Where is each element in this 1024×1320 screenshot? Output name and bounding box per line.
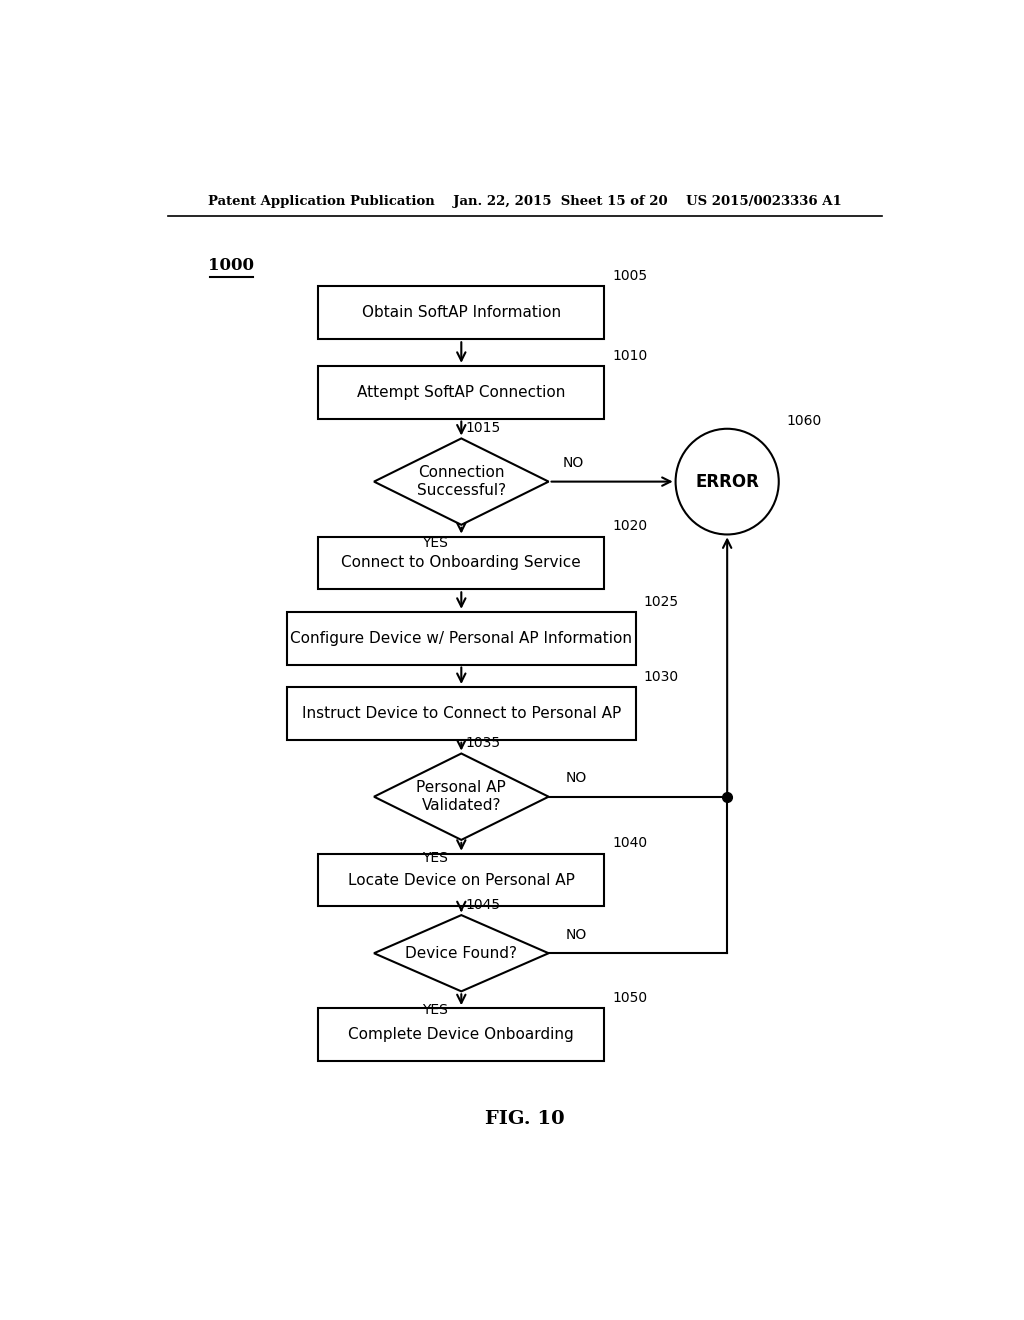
Text: 1025: 1025 — [644, 594, 679, 609]
Text: YES: YES — [422, 851, 447, 865]
Text: Attempt SoftAP Connection: Attempt SoftAP Connection — [357, 384, 565, 400]
Text: Instruct Device to Connect to Personal AP: Instruct Device to Connect to Personal A… — [302, 706, 621, 721]
Text: ERROR: ERROR — [695, 473, 759, 491]
Text: Obtain SoftAP Information: Obtain SoftAP Information — [361, 305, 561, 321]
Text: Configure Device w/ Personal AP Information: Configure Device w/ Personal AP Informat… — [291, 631, 632, 645]
Text: 1060: 1060 — [786, 413, 822, 428]
Polygon shape — [374, 438, 549, 525]
Text: 1030: 1030 — [644, 669, 679, 684]
Text: 1020: 1020 — [612, 519, 647, 533]
Text: NO: NO — [566, 771, 588, 785]
Text: Complete Device Onboarding: Complete Device Onboarding — [348, 1027, 574, 1041]
Text: 1050: 1050 — [612, 991, 647, 1005]
FancyBboxPatch shape — [318, 1008, 604, 1061]
Text: NO: NO — [563, 457, 584, 470]
Text: Connection
Successful?: Connection Successful? — [417, 466, 506, 498]
Text: 1040: 1040 — [612, 837, 647, 850]
FancyBboxPatch shape — [318, 536, 604, 589]
Text: FIG. 10: FIG. 10 — [485, 1110, 564, 1127]
Text: 1000: 1000 — [208, 256, 254, 273]
Text: NO: NO — [566, 928, 588, 942]
Text: Connect to Onboarding Service: Connect to Onboarding Service — [341, 556, 582, 570]
Text: Patent Application Publication    Jan. 22, 2015  Sheet 15 of 20    US 2015/00233: Patent Application Publication Jan. 22, … — [208, 194, 842, 207]
FancyBboxPatch shape — [318, 366, 604, 418]
Text: YES: YES — [422, 536, 447, 550]
Text: 1010: 1010 — [612, 348, 647, 363]
FancyBboxPatch shape — [287, 611, 636, 664]
Ellipse shape — [676, 429, 778, 535]
Text: YES: YES — [422, 1003, 447, 1016]
Text: Personal AP
Validated?: Personal AP Validated? — [417, 780, 506, 813]
Polygon shape — [374, 915, 549, 991]
Text: Device Found?: Device Found? — [406, 945, 517, 961]
Text: 1015: 1015 — [465, 421, 501, 436]
Text: 1005: 1005 — [612, 269, 647, 284]
Text: 1035: 1035 — [465, 737, 501, 750]
FancyBboxPatch shape — [318, 286, 604, 339]
Text: Locate Device on Personal AP: Locate Device on Personal AP — [348, 873, 574, 887]
Text: 1045: 1045 — [465, 898, 501, 912]
Polygon shape — [374, 754, 549, 840]
FancyBboxPatch shape — [287, 686, 636, 739]
FancyBboxPatch shape — [318, 854, 604, 907]
